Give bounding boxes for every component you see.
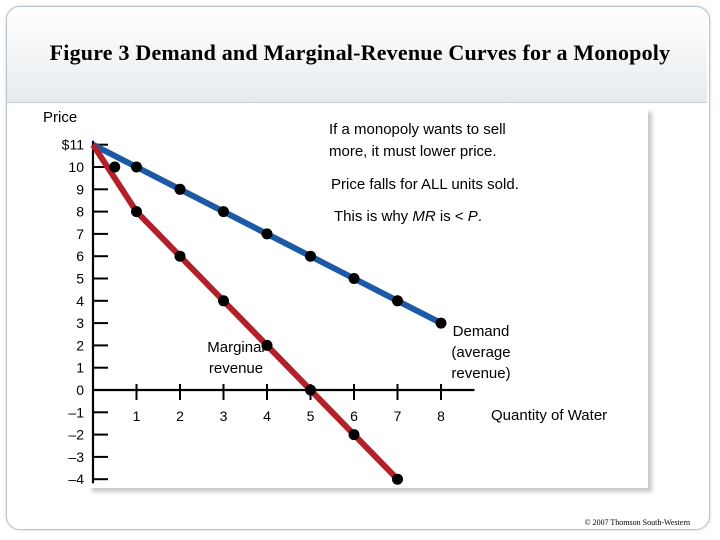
points-layer [109,161,447,485]
y-tick-label: 7 [76,226,84,242]
y-tick-label: –2 [68,427,84,443]
plot-background-inner [88,108,648,488]
y-tick-label: 4 [76,293,84,309]
mr-label: revenue [209,360,263,377]
x-tick-label: 3 [220,408,228,424]
slide-title: Figure 3 Demand and Marginal-Revenue Cur… [49,40,671,65]
x-tick-label: 2 [176,408,184,424]
y-tick-label: –3 [68,449,84,465]
annotation-mr-less-than-p: This is why MR is < P. [334,208,482,225]
marginal-revenue-point [218,295,229,307]
demand-point [131,161,142,173]
y-tick-label: 1 [76,360,84,376]
x-tick-label: 7 [394,408,402,424]
y-axis-title: Price [43,109,77,126]
annotation-part: This is why [334,208,412,225]
marginal-revenue-point [174,250,186,262]
demand-point [261,228,273,240]
demand-label: (average [451,344,510,361]
x-tick-label: 4 [263,408,271,424]
marginal-revenue-point [348,429,360,441]
annotation-part: P [468,208,478,225]
x-tick-label: 5 [307,408,315,424]
marginal-revenue-point [261,339,273,351]
y-tick-label: 3 [76,315,84,331]
marginal-revenue-curve [90,143,400,482]
mr-label: Marginal [207,339,265,356]
demand-label: Demand [453,323,510,340]
annotation-monopoly: If a monopoly wants to sell [329,121,506,138]
demand-point [174,183,186,195]
annotation-part: MR [412,208,435,225]
x-tick-label: 6 [350,408,358,424]
y-tick-label: 10 [68,159,84,175]
y-tick-label: 6 [76,248,84,264]
annotation-monopoly: more, it must lower price. [329,143,497,160]
title-bar [7,7,707,103]
y-tick-label: –4 [68,471,84,487]
demand-label: revenue) [451,365,510,382]
y-tick-label: 9 [76,181,84,197]
x-axis-title: Quantity of Water [491,407,607,424]
demand-point [435,317,447,329]
y-tick-label: –1 [68,404,84,420]
y-tick-label: 5 [76,271,84,287]
annotation-price-falls: Price falls for ALL units sold. [331,176,519,193]
marginal-revenue-point [131,206,142,218]
marginal-revenue-point [305,384,316,396]
x-tick-label: 1 [133,408,141,424]
copyright-text: © 2007 Thomson South-Western [584,518,690,527]
marginal-revenue-point [392,473,403,485]
demand-point [305,250,316,262]
x-tick-label: 8 [437,408,445,424]
annotation-part: is < [436,208,468,225]
y-tick-label: 8 [76,204,84,220]
y-tick-label: 2 [76,337,84,353]
y-tick-label: 0 [76,382,84,398]
y-tick-label: $11 [62,137,85,153]
annotation-part: . [478,208,482,225]
demand-point [218,206,229,218]
demand-point [348,273,360,284]
demand-point [392,295,403,307]
marginal-revenue-point [109,161,121,173]
